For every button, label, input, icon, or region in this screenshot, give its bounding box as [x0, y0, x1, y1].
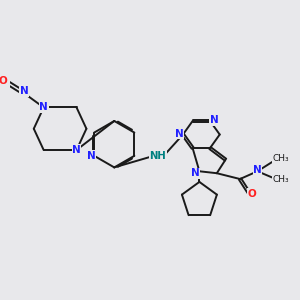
Text: O: O: [0, 76, 8, 86]
Text: N: N: [253, 165, 262, 175]
Text: N: N: [209, 115, 218, 125]
Text: CH₃: CH₃: [273, 176, 290, 184]
Text: NH: NH: [149, 151, 166, 161]
Text: N: N: [191, 168, 200, 178]
Text: N: N: [72, 145, 81, 155]
Text: N: N: [175, 129, 184, 139]
Text: CH₃: CH₃: [273, 154, 290, 163]
Text: N: N: [20, 86, 29, 96]
Text: O: O: [247, 188, 256, 199]
Text: N: N: [87, 151, 96, 161]
Text: N: N: [39, 102, 48, 112]
